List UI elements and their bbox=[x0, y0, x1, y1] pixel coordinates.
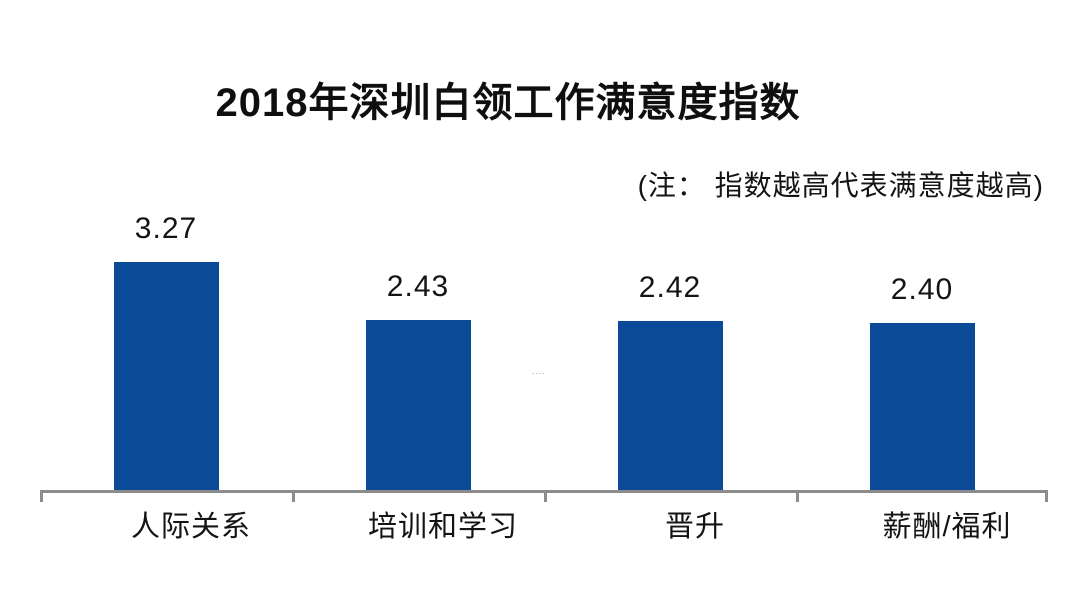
bar-2 bbox=[365, 320, 471, 490]
plot-area: .... 3.27 2.43 2.42 2.40 人际关系 培训和学习 晋升 薪酬/福利 bbox=[40, 200, 1048, 545]
bar-value-label: 2.40 bbox=[890, 272, 954, 306]
bar-value-label: 2.43 bbox=[386, 270, 450, 304]
watermark-dots: .... bbox=[532, 366, 547, 376]
category-label-1: 人际关系 bbox=[130, 511, 251, 543]
category-label-3: 晋升 bbox=[664, 511, 725, 543]
bar-value-label: 3.27 bbox=[134, 211, 198, 245]
bar-1 bbox=[113, 261, 219, 490]
x-axis-line bbox=[40, 490, 1048, 502]
category-label-4: 薪酬/福利 bbox=[882, 511, 1012, 543]
bar-column-3: 2.42 bbox=[544, 200, 796, 490]
chart-note: (注： 指数越高代表满意度越高) bbox=[637, 170, 1044, 201]
bar-column-1: 3.27 bbox=[40, 200, 292, 490]
chart-title: 2018年深圳白领工作满意度指数 bbox=[215, 81, 801, 125]
bar-column-2: 2.43 bbox=[292, 200, 544, 490]
bars-row: 3.27 2.43 2.42 2.40 bbox=[40, 200, 1048, 490]
axis-tick bbox=[796, 490, 799, 502]
axis-tick bbox=[544, 490, 547, 502]
bar-column-4: 2.40 bbox=[796, 200, 1048, 490]
axis-tick bbox=[1045, 490, 1048, 502]
category-label-2: 培训和学习 bbox=[367, 511, 518, 543]
axis-tick bbox=[40, 490, 43, 502]
bar-value-label: 2.42 bbox=[638, 271, 702, 305]
category-labels-row: 人际关系 培训和学习 晋升 薪酬/福利 bbox=[40, 503, 1048, 545]
axis-tick bbox=[292, 490, 295, 502]
bar-3 bbox=[617, 321, 723, 490]
bar-4 bbox=[869, 322, 975, 490]
